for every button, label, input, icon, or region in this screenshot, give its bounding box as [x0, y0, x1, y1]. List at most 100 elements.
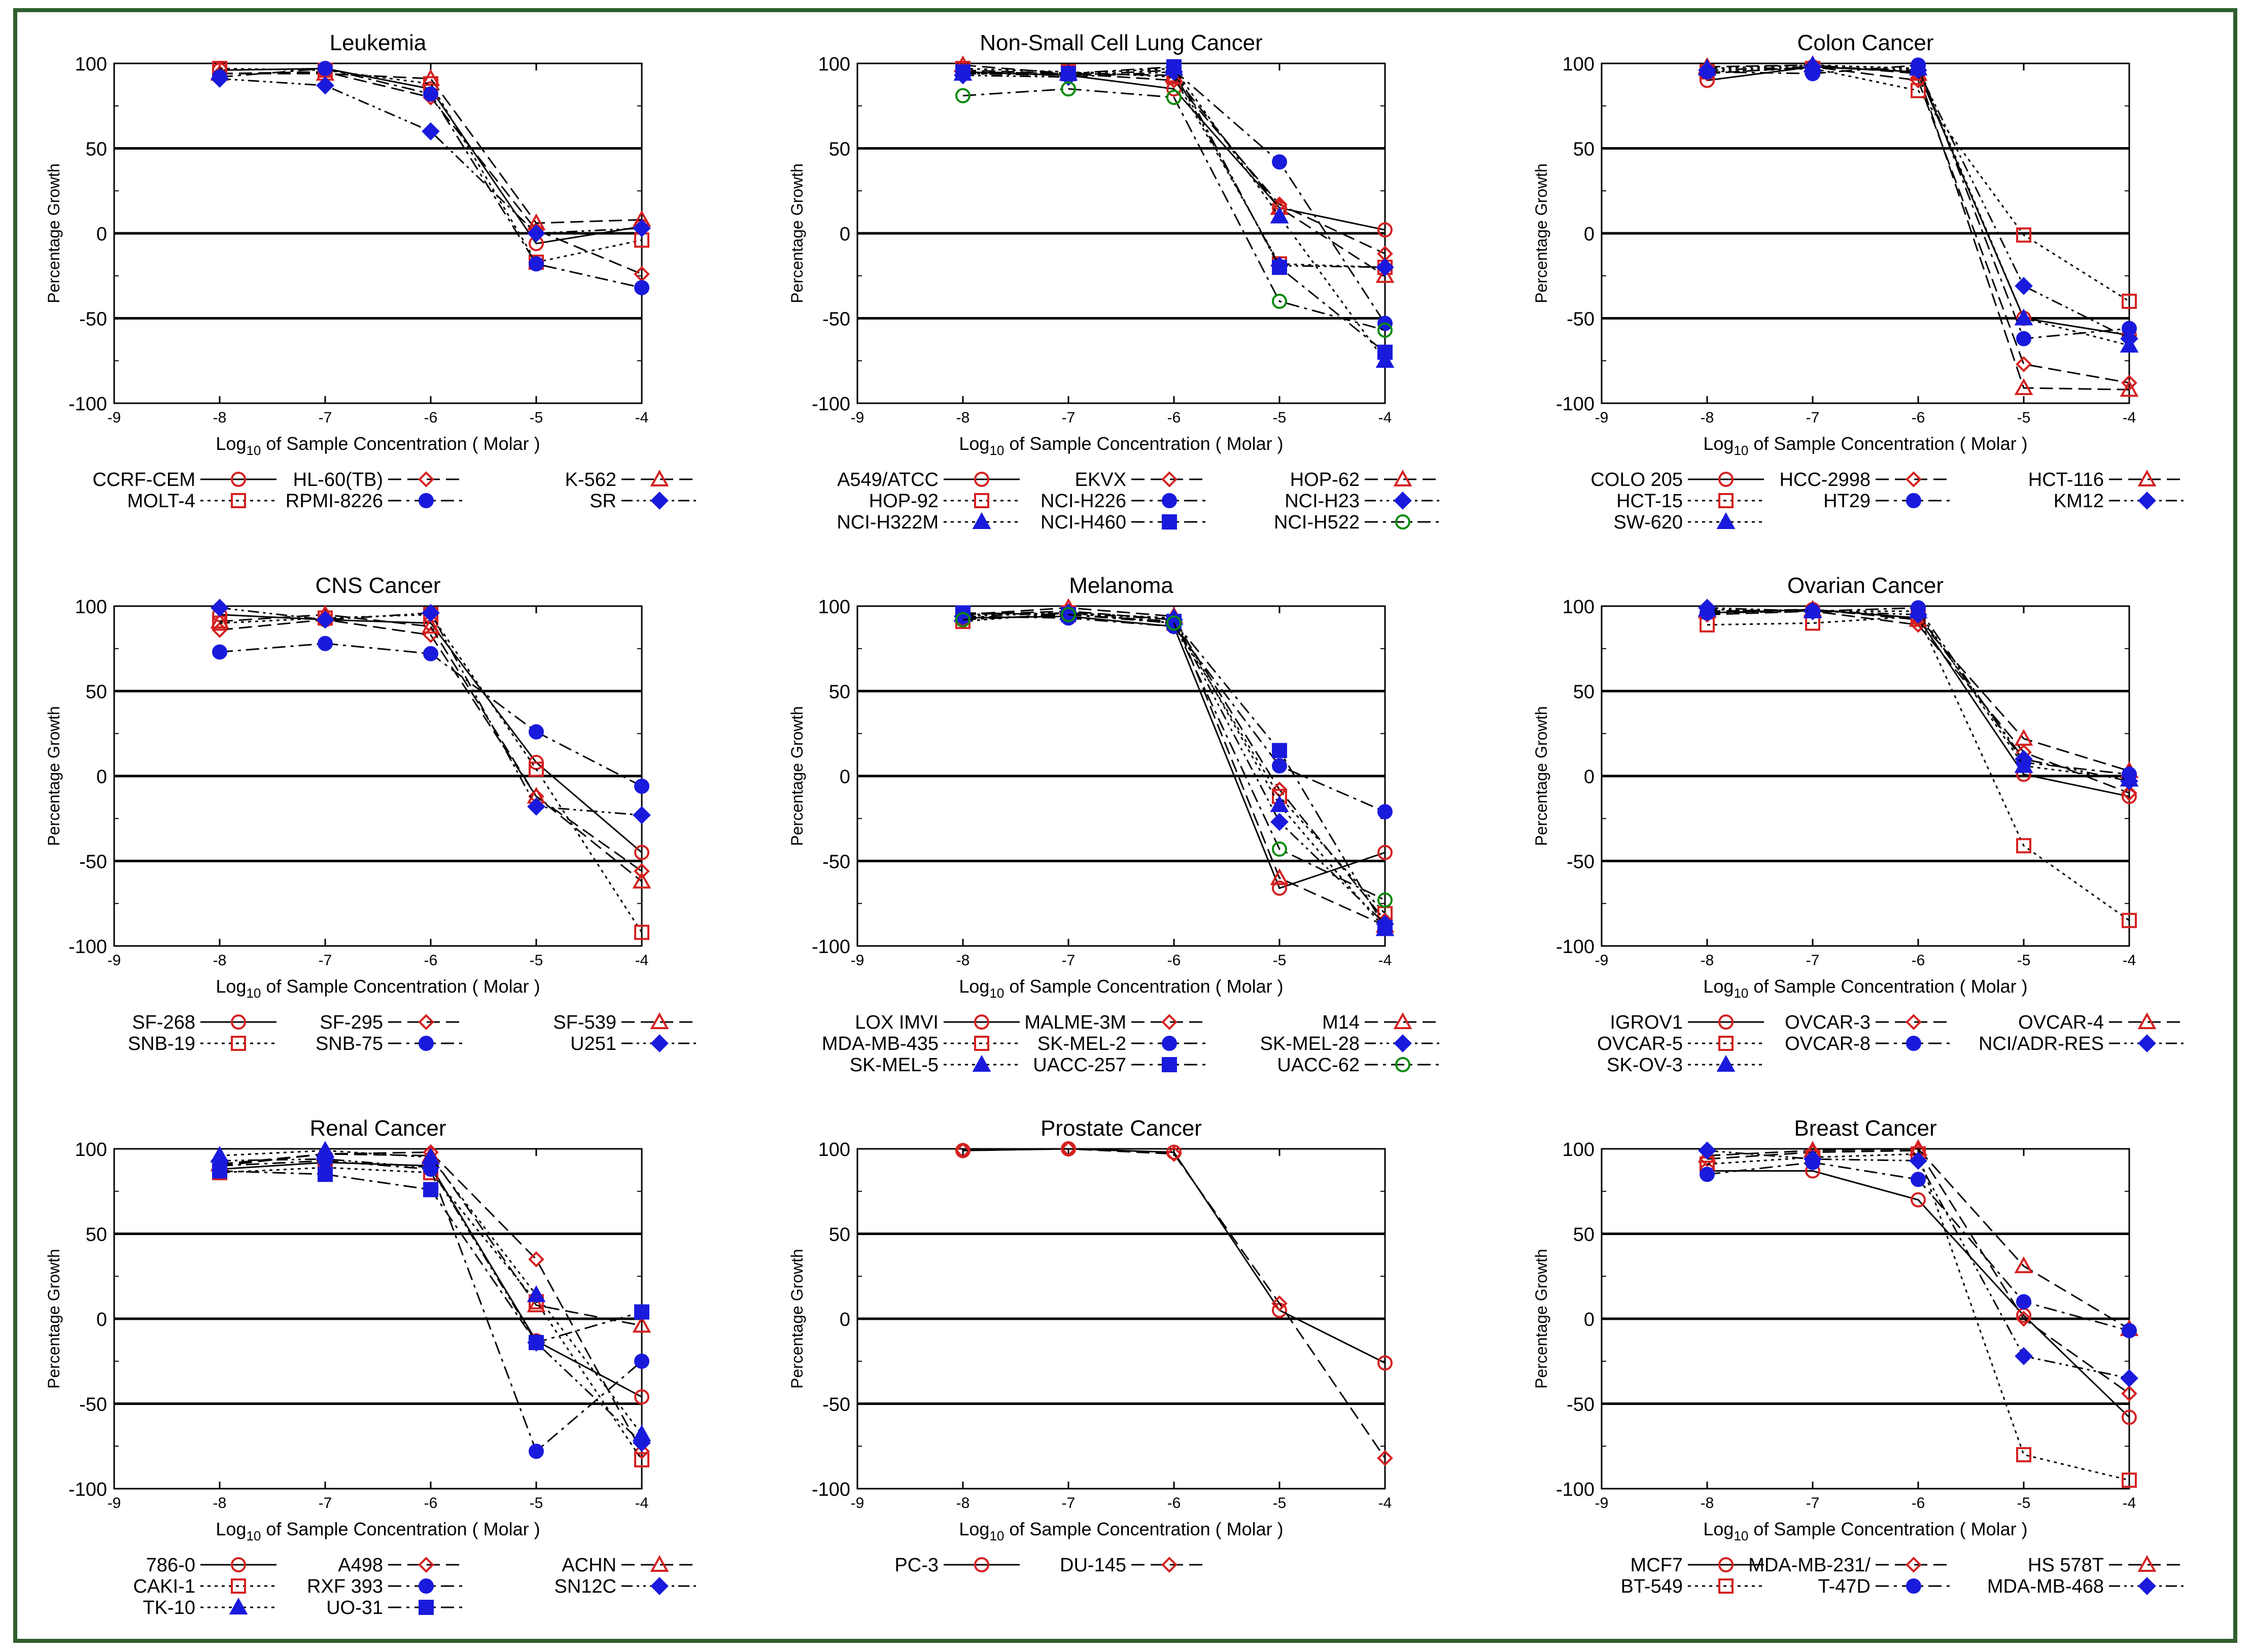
- legend-label: SF-268: [132, 1012, 195, 1033]
- legend-label: SNB-19: [128, 1033, 195, 1055]
- chart-title: Leukemia: [330, 30, 427, 55]
- legend-item-snb-19: SNB-19: [128, 1033, 276, 1055]
- data-point-du-145: [955, 1142, 971, 1159]
- data-point-nci-h522: [1272, 294, 1287, 309]
- legend-marker: [1162, 1057, 1177, 1072]
- chart-panel-renal-cancer: Renal Cancer 100 50 0 -50 -100-9 -8 -7 -6 -5 -4 Per…: [45, 1116, 698, 1619]
- data-point-m14: [1270, 868, 1289, 885]
- legend-marker: [2137, 469, 2157, 486]
- data-point-uacc-62: [955, 612, 971, 627]
- legend-marker: [231, 472, 246, 487]
- legend-marker: [650, 1555, 669, 1572]
- x-tick-label: -6: [1167, 409, 1181, 426]
- legend-item-igrov1: IGROV1: [1610, 1012, 1764, 1033]
- series-line-uacc-62: [962, 614, 1386, 901]
- legend-marker: [1161, 1014, 1178, 1030]
- legend-label: A498: [338, 1555, 383, 1576]
- legend-item-u251: U251: [570, 1033, 698, 1055]
- legend-label: CCRF-CEM: [92, 469, 195, 490]
- y-tick-label: 50: [829, 682, 850, 703]
- legend-item-ovcar-3: OVCAR-3: [1785, 1012, 1952, 1033]
- data-point-mda-mb-231-: [2016, 1311, 2032, 1327]
- x-axis-label: Log10 of Sample Concentration ( Molar ): [216, 976, 540, 1001]
- legend-item-hct-116: HCT-116: [2028, 469, 2185, 490]
- legend-marker: [1162, 493, 1177, 508]
- x-tick-label: -5: [530, 952, 543, 969]
- legend-item-km12: KM12: [2054, 490, 2185, 512]
- legend-label: LOX IMVI: [855, 1012, 939, 1033]
- y-tick-label: 0: [96, 766, 107, 788]
- data-point-sf-539: [632, 871, 651, 889]
- data-point-uo-31: [423, 1182, 438, 1198]
- y-tick-label: 0: [1584, 224, 1595, 245]
- legend-item-du-145: DU-145: [1060, 1555, 1207, 1576]
- chart-title: Non-Small Cell Lung Cancer: [980, 30, 1263, 55]
- data-point-achn: [632, 1316, 651, 1333]
- chart-panel-breast-cancer: Breast Cancer 100 50 0 -50 -100-9 -8 -7 -6 -5 -4 Pe…: [1532, 1116, 2185, 1597]
- legend-item-rxf-393: RXF 393: [307, 1576, 464, 1597]
- legend-item-hop-92: HOP-92: [869, 490, 1020, 512]
- legend-label: A549/ATCC: [837, 469, 939, 490]
- x-tick-label: -8: [1701, 409, 1714, 426]
- y-tick-label: 100: [75, 54, 107, 75]
- legend-label: OVCAR-4: [2018, 1012, 2104, 1033]
- legend-label: RXF 393: [307, 1576, 383, 1597]
- data-point-nci-h460: [955, 64, 971, 80]
- series-line-sk-mel-28: [962, 612, 1386, 925]
- legend-label: 786-0: [146, 1555, 195, 1576]
- data-point-uo-31: [529, 1334, 544, 1350]
- chart-panel-prostate-cancer: Prostate Cancer 100 50 0 -50 -100-9 -8 -7 -6 -5 -4…: [788, 1116, 1393, 1576]
- legend-marker: [1718, 1578, 1734, 1594]
- series-line-k-562: [220, 73, 642, 224]
- data-point-sw-620: [1698, 58, 1717, 76]
- x-tick-label: -7: [1062, 952, 1076, 969]
- data-point-mda-mb-468: [2120, 1369, 2138, 1388]
- legend-item-sk-mel-28: SK-MEL-28: [1260, 1033, 1441, 1055]
- legend-label: HOP-92: [869, 490, 939, 512]
- legend-label: OVCAR-3: [1785, 1012, 1871, 1033]
- data-point-rxf-393: [529, 1444, 544, 1459]
- data-point-mda-mb-468: [1909, 1151, 1927, 1170]
- x-tick-label: -4: [635, 952, 649, 969]
- data-point-hop-62: [1375, 266, 1395, 283]
- series-line-snb-19: [219, 614, 643, 933]
- legend-label: HS 578T: [2028, 1555, 2104, 1576]
- data-point-uo-31: [318, 1167, 333, 1182]
- data-point-uacc-62: [1377, 892, 1393, 908]
- legend-marker: [419, 1578, 434, 1594]
- x-axis-label: Log10 of Sample Concentration ( Molar ): [216, 1519, 540, 1543]
- x-tick-label: -7: [1806, 1495, 1820, 1512]
- y-tick-label: 0: [840, 766, 850, 788]
- x-tick-label: -5: [2017, 952, 2031, 969]
- legend-item-sr: SR: [590, 490, 698, 512]
- legend-marker: [650, 1012, 669, 1029]
- legend-label: KM12: [2054, 490, 2104, 512]
- legend-marker: [974, 472, 989, 487]
- legend-marker: [2138, 1577, 2156, 1595]
- legend-marker: [1718, 493, 1734, 508]
- x-tick-label: -4: [1378, 1495, 1392, 1512]
- data-point-sk-ov-3: [2014, 756, 2033, 773]
- x-tick-label: -5: [1273, 952, 1287, 969]
- data-point-sw-620: [1803, 55, 1822, 73]
- legend-marker: [2137, 1012, 2157, 1029]
- chart-title: Colon Cancer: [1797, 30, 1933, 55]
- legend-item-uacc-62: UACC-62: [1277, 1055, 1441, 1076]
- legend-label: SK-MEL-28: [1260, 1033, 1360, 1055]
- data-point-sk-mel-2: [1272, 758, 1287, 774]
- legend-marker: [1395, 514, 1410, 530]
- legend-marker: [231, 1036, 246, 1051]
- legend-item-nci-h226: NCI-H226: [1041, 490, 1207, 512]
- legend-marker: [972, 512, 991, 529]
- data-point-t-47d: [2016, 1294, 2031, 1310]
- legend-marker: [1906, 1578, 1921, 1594]
- x-axis-label: Log10 of Sample Concentration ( Molar ): [216, 433, 540, 458]
- legend-marker: [2138, 1034, 2156, 1052]
- data-point-nci-h460: [1061, 66, 1076, 82]
- chart-panel-melanoma: Melanoma 100 50 0 -50 -100-9 -8 -7 -6 -5 -4 Percent…: [788, 573, 1441, 1076]
- legend-label: MALME-3M: [1024, 1012, 1126, 1033]
- legend-item-uo-31: UO-31: [326, 1597, 464, 1619]
- legend-item-sk-mel-2: SK-MEL-2: [1037, 1033, 1207, 1055]
- legend-label: SK-MEL-5: [850, 1055, 939, 1076]
- legend-marker: [650, 1577, 669, 1595]
